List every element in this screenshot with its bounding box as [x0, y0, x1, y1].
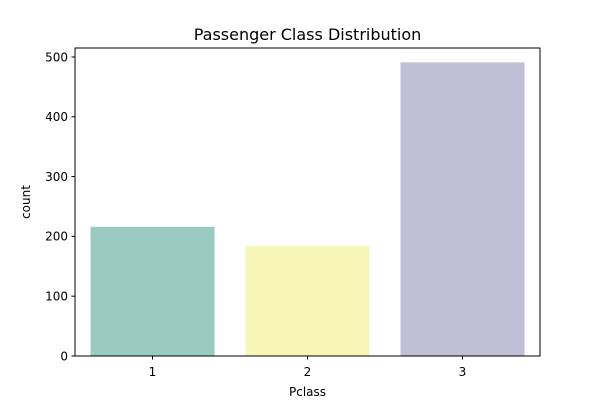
- y-tick-label-500: 500: [45, 50, 68, 64]
- x-axis-label: Pclass: [289, 385, 326, 399]
- x-tick-label-3: 3: [459, 365, 467, 379]
- x-tick-label-2: 2: [304, 365, 312, 379]
- y-axis-label: count: [19, 185, 33, 219]
- y-tick-label-300: 300: [45, 170, 68, 184]
- y-tick-label-200: 200: [45, 230, 68, 244]
- bar-1: [90, 226, 215, 356]
- bar-2: [245, 245, 370, 356]
- bar-3: [400, 62, 525, 356]
- y-tick-label-400: 400: [45, 110, 68, 124]
- y-tick-label-100: 100: [45, 289, 68, 303]
- x-tick-label-1: 1: [149, 365, 157, 379]
- chart-title: Passenger Class Distribution: [194, 25, 422, 44]
- plot-area: 0 100 200 300 400 500 1 2 3: [45, 47, 541, 379]
- y-tick-label-0: 0: [60, 349, 68, 363]
